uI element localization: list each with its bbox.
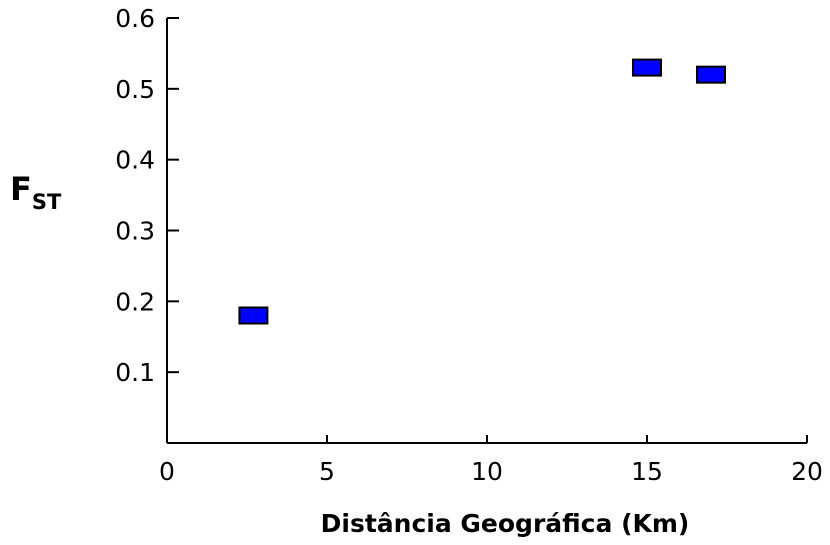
y-tick-label: 0.3 [115,217,155,246]
x-axis-ticks: 0 5 10 15 20 [159,435,823,486]
y-tick-label: 0.4 [115,146,155,175]
data-point-marker [696,65,726,84]
y-axis-title-subscript: ST [32,190,62,214]
x-axis-title: Distância Geográfica (Km) [321,509,690,538]
y-axis-title-main: F [10,170,32,208]
x-tick-label: 20 [791,457,823,486]
y-tick-label: 0.6 [115,4,155,33]
data-point-marker [632,58,662,77]
y-tick-label: 0.2 [115,287,155,316]
y-tick-label: 0.1 [115,358,155,387]
y-tick-label: 0.5 [115,75,155,104]
data-point-marker [238,306,269,325]
x-tick-label: 0 [159,457,175,486]
x-tick-label: 5 [319,457,335,486]
y-axis-title: FST [10,170,62,214]
x-tick-label: 10 [471,457,503,486]
y-axis-ticks: 0.1 0.2 0.3 0.4 0.5 0.6 [115,4,179,387]
data-points [238,58,726,325]
x-tick-label: 15 [631,457,663,486]
